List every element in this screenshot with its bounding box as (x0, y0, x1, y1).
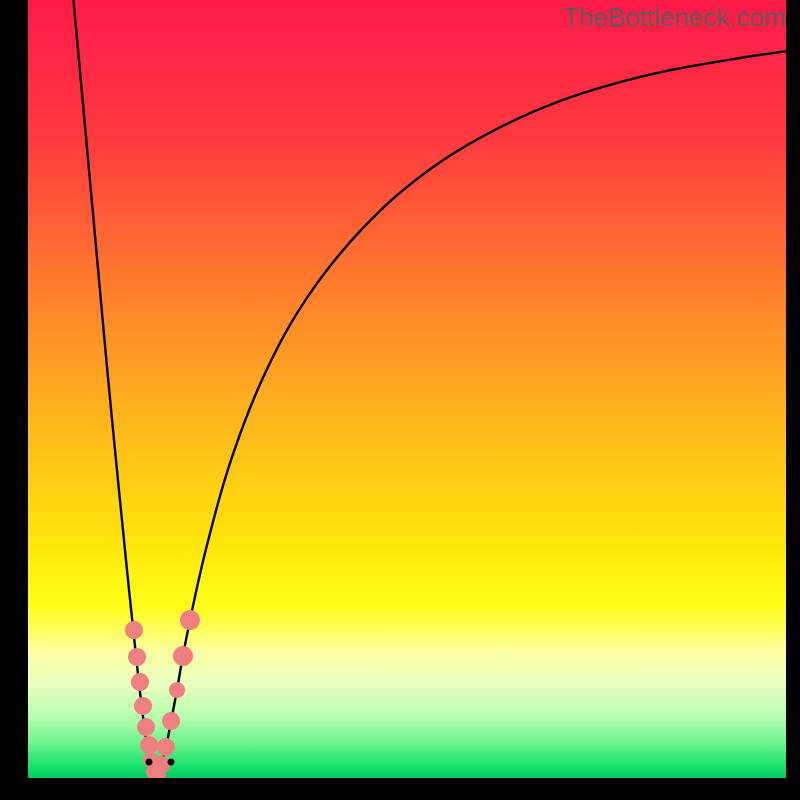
chart-markers-layer (28, 0, 786, 778)
data-marker (169, 682, 185, 698)
watermark-text: TheBottleneck.com (563, 2, 786, 33)
data-marker (134, 697, 152, 715)
data-marker (131, 673, 149, 691)
data-marker (125, 621, 143, 639)
data-marker-small (146, 759, 153, 766)
data-marker (173, 646, 193, 666)
data-marker (180, 610, 200, 630)
chart-plot-area (28, 0, 786, 778)
data-marker (128, 648, 146, 666)
data-marker (162, 712, 180, 730)
data-marker (137, 718, 155, 736)
data-marker (157, 738, 175, 756)
data-marker-small (167, 758, 174, 765)
